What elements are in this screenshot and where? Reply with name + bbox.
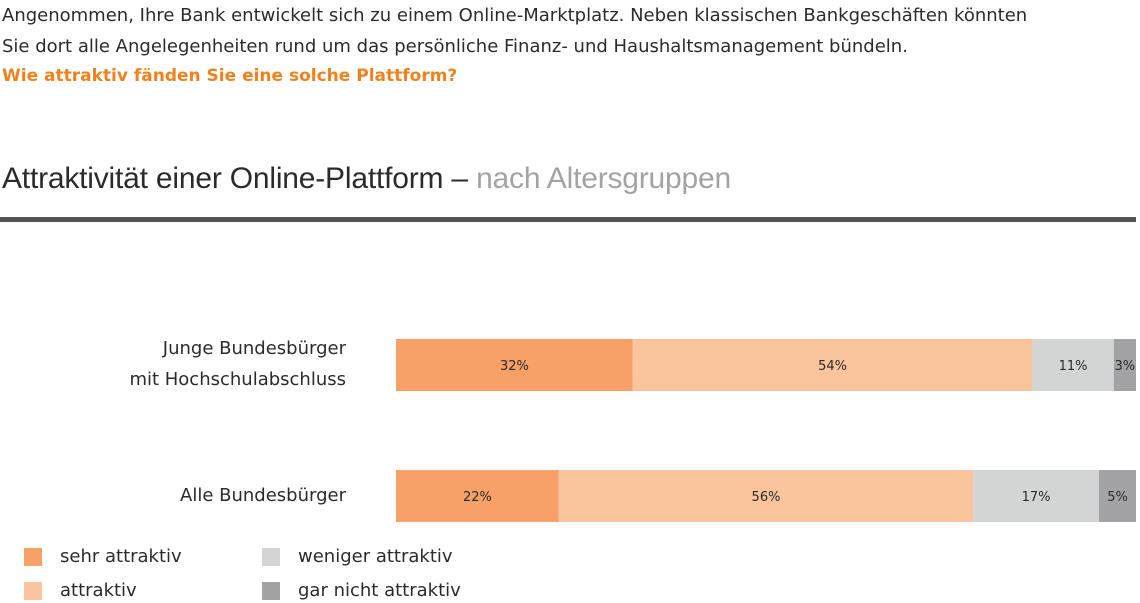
legend-item-weniger-attraktiv: weniger attraktiv — [262, 546, 453, 567]
category-label-line: Alle Bundesbürger — [180, 485, 346, 506]
legend-label: sehr attraktiv — [60, 546, 182, 567]
category-label-line: Junge Bundesbürger — [162, 338, 346, 359]
bar-segment-attraktiv-1 — [558, 470, 974, 522]
legend-swatch-gar-nicht-attraktiv — [262, 581, 280, 600]
category-label-junge: Junge Bundesbürger mit Hochschulabschlus… — [129, 333, 346, 395]
data-label-gar-nicht-attraktiv-0: 3% — [1115, 359, 1136, 374]
bar-segment-weniger-attraktiv-1 — [973, 470, 1099, 522]
legend-swatch-weniger-attraktiv — [262, 547, 280, 566]
category-label-alle: Alle Bundesbürger — [180, 480, 346, 511]
data-label-attraktiv-0: 54% — [818, 359, 847, 374]
chart-title: Attraktivität einer Online-Plattform – n… — [2, 162, 731, 196]
bar-segment-sehr-attraktiv-0 — [396, 339, 633, 391]
bar-segment-weniger-attraktiv-0 — [1032, 339, 1114, 391]
legend-label: weniger attraktiv — [298, 546, 453, 567]
data-label-weniger-attraktiv-0: 11% — [1059, 359, 1088, 374]
data-label-sehr-attraktiv-0: 32% — [500, 359, 529, 374]
intro-line-2: Sie dort alle Angelegenheiten rund um da… — [2, 36, 908, 57]
legend-label: gar nicht attraktiv — [298, 580, 461, 601]
data-label-attraktiv-1: 56% — [752, 490, 781, 505]
title-divider — [0, 217, 1136, 222]
legend-swatch-attraktiv — [24, 581, 42, 600]
bar-segment-attraktiv-0 — [632, 339, 1033, 391]
intro-line-1: Angenommen, Ihre Bank entwickelt sich zu… — [2, 5, 1028, 26]
chart-title-main: Attraktivität einer Online-Plattform – — [2, 162, 468, 195]
bar-segment-gar-nicht-attraktiv-1 — [1099, 470, 1136, 522]
data-label-gar-nicht-attraktiv-1: 5% — [1107, 490, 1128, 505]
data-label-weniger-attraktiv-1: 17% — [1022, 490, 1051, 505]
category-label-line: mit Hochschulabschluss — [129, 369, 346, 390]
bar-segment-gar-nicht-attraktiv-0 — [1113, 339, 1136, 391]
legend-item-sehr-attraktiv: sehr attraktiv — [24, 546, 182, 567]
chart-subtitle: nach Altersgruppen — [476, 162, 731, 195]
bar-segment-sehr-attraktiv-1 — [396, 470, 559, 522]
intro-text: Angenommen, Ihre Bank entwickelt sich zu… — [2, 0, 1138, 90]
survey-question: Wie attraktiv fänden Sie eine solche Pla… — [2, 66, 458, 86]
data-label-sehr-attraktiv-1: 22% — [463, 490, 492, 505]
legend-swatch-sehr-attraktiv — [24, 547, 42, 566]
legend-item-attraktiv: attraktiv — [24, 580, 137, 601]
legend-item-gar-nicht-attraktiv: gar nicht attraktiv — [262, 580, 461, 601]
legend-label: attraktiv — [60, 580, 137, 601]
